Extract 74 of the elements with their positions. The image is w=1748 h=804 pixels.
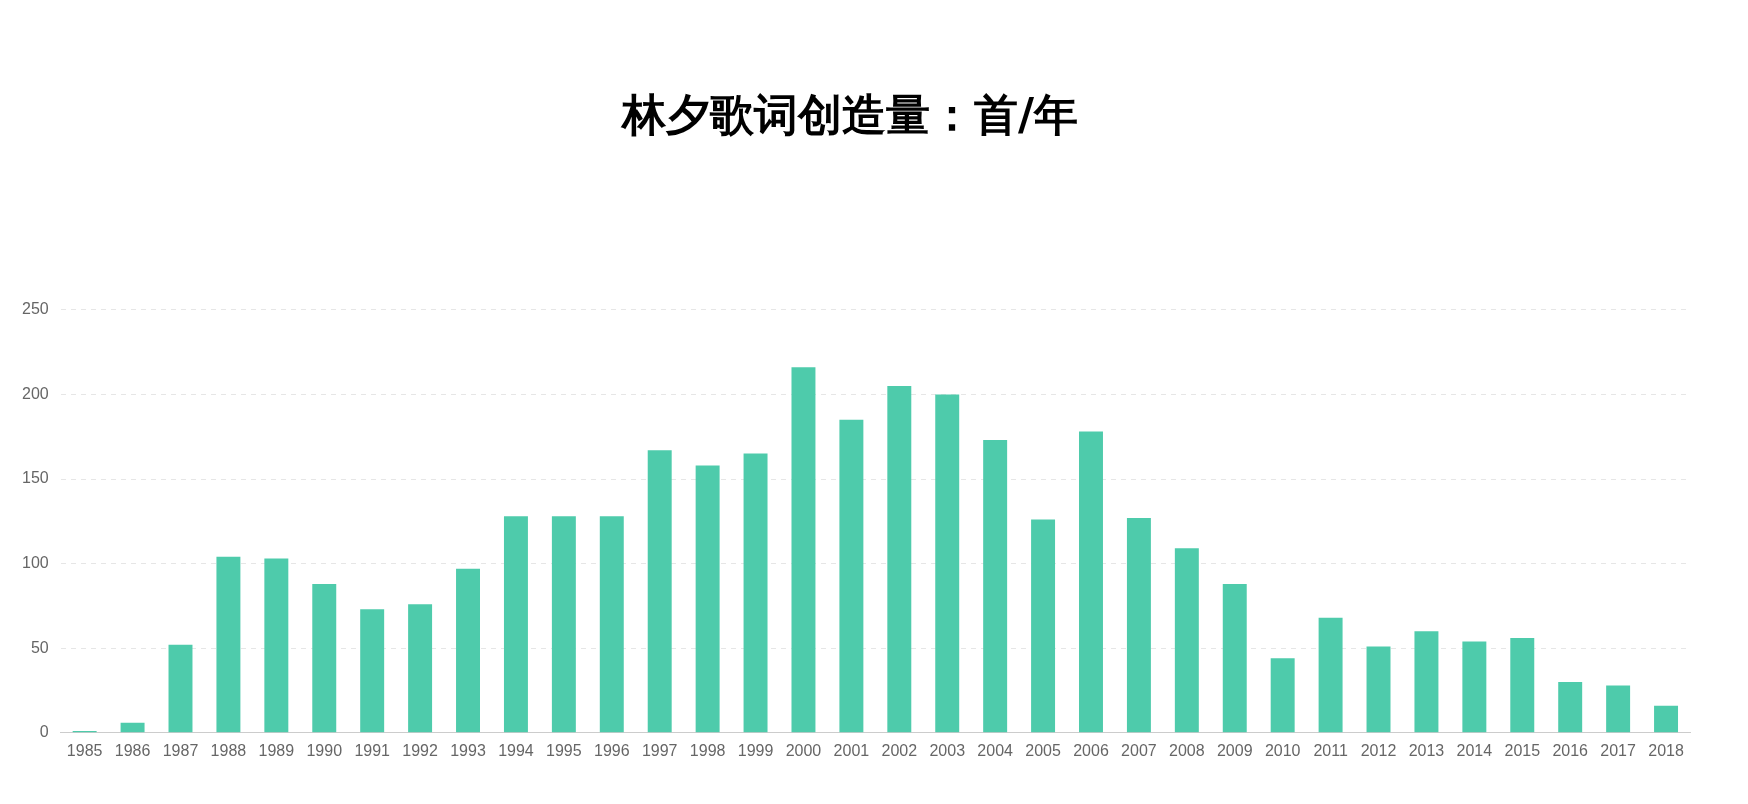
- x-tick-label: 2004: [977, 741, 1014, 759]
- bar: [1654, 705, 1679, 733]
- bar: [647, 450, 672, 733]
- bar: [1510, 638, 1535, 733]
- bar: [1079, 431, 1103, 733]
- bar: [791, 367, 816, 733]
- y-tick-label: 250: [21, 300, 49, 318]
- bar: [1126, 517, 1151, 733]
- bar: [1270, 658, 1295, 733]
- x-tick-label: 1986: [114, 741, 151, 759]
- x-tick-label: 2011: [1313, 741, 1348, 759]
- x-tick-label: 1991: [354, 741, 391, 759]
- x-tick-label: 2015: [1504, 741, 1541, 759]
- bar: [503, 516, 528, 733]
- bar: [1318, 617, 1343, 733]
- x-tick-label: 2001: [833, 741, 870, 759]
- bar: [360, 609, 385, 733]
- bar: [887, 385, 912, 733]
- bar: [983, 440, 1008, 733]
- x-tick-label: 2013: [1408, 741, 1445, 759]
- x-tick-label: 2002: [881, 741, 918, 759]
- x-tick-label: 1998: [689, 741, 726, 759]
- x-tick-label: 1987: [162, 741, 199, 759]
- x-tick-label: 1992: [402, 741, 438, 759]
- x-tick-label: 2005: [1025, 741, 1061, 759]
- bar: [743, 453, 768, 733]
- bar: [695, 465, 720, 733]
- bar: [120, 722, 145, 733]
- x-tick-label: 2007: [1121, 741, 1157, 759]
- bar: [264, 558, 289, 733]
- x-tick-label: 2012: [1360, 741, 1397, 759]
- x-tick-label: 1990: [306, 741, 343, 759]
- y-tick-label: 50: [30, 638, 49, 656]
- bar: [1462, 641, 1487, 733]
- x-tick-label: 2009: [1216, 741, 1253, 759]
- bar: [599, 516, 624, 733]
- x-tick-label: 1996: [593, 741, 630, 759]
- x-tick-label: 2018: [1648, 741, 1684, 759]
- bar: [1558, 682, 1583, 733]
- bar: [1606, 685, 1631, 733]
- bar: [216, 556, 241, 733]
- x-tick-label: 2017: [1600, 741, 1637, 759]
- x-tick-label: 2000: [785, 741, 822, 759]
- x-tick-label: 1999: [737, 741, 774, 759]
- bar: [312, 583, 337, 733]
- bar: [839, 419, 864, 733]
- x-tick-label: 1997: [641, 741, 678, 759]
- y-tick-label: 150: [21, 469, 49, 487]
- x-tick-label: 2003: [929, 741, 966, 759]
- bar: [456, 568, 480, 733]
- x-tick-label: 1985: [66, 741, 103, 759]
- x-tick-label: 1995: [546, 741, 582, 759]
- x-tick-label: 2016: [1552, 741, 1589, 759]
- y-tick-label: 100: [21, 554, 49, 572]
- bar: [168, 644, 193, 733]
- y-tick-label: 200: [21, 384, 49, 402]
- bar: [408, 604, 433, 733]
- x-tick-label: 2008: [1169, 741, 1205, 759]
- x-tick-label: 2010: [1264, 741, 1301, 759]
- bar: [1414, 631, 1439, 733]
- bar: [1222, 583, 1247, 733]
- x-tick-label: 2006: [1073, 741, 1109, 759]
- x-tick-label: 1988: [210, 741, 247, 759]
- x-tick-label: 1993: [450, 741, 486, 759]
- chart-title: 林夕歌词创造量：首/年: [619, 88, 1079, 140]
- bar: [1031, 519, 1056, 733]
- bar: [1174, 548, 1199, 733]
- bar: [1366, 646, 1391, 733]
- y-tick-label: 0: [39, 723, 49, 741]
- bar: [551, 516, 576, 733]
- bar: [935, 394, 960, 733]
- x-tick-label: 2014: [1456, 741, 1493, 759]
- x-tick-label: 1989: [258, 741, 295, 759]
- x-tick-label: 1994: [498, 741, 534, 759]
